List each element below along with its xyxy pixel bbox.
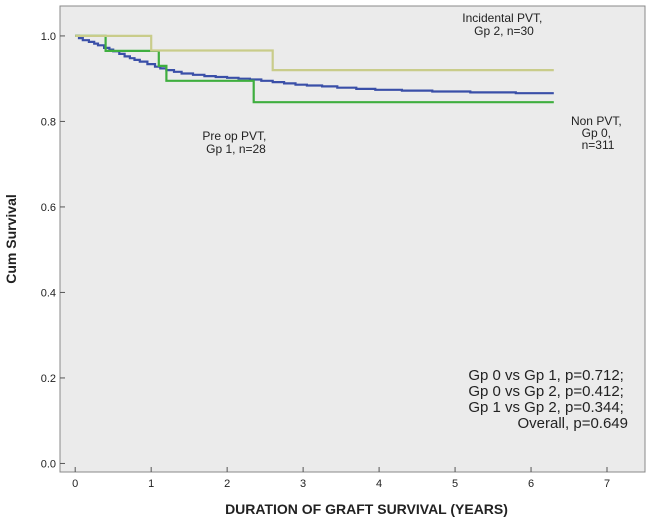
annotation-gp0-line2: Gp 0, (582, 126, 611, 140)
y-tick-label: 1.0 (41, 31, 56, 43)
x-tick-label: 6 (528, 478, 534, 490)
x-axis-title: DURATION OF GRAFT SURVIVAL (YEARS) (225, 501, 508, 517)
y-tick-label: 0.8 (41, 116, 56, 128)
annotation-gp0-line3: n=311 (582, 138, 615, 152)
stats-line-1: Gp 0 vs Gp 1, p=0.712; (468, 367, 624, 384)
y-tick-label: 0.6 (41, 202, 56, 214)
y-tick-label: 0.2 (41, 373, 56, 385)
stats-line-3: Gp 1 vs Gp 2, p=0.344; (468, 399, 624, 416)
annotation-gp1: Pre op PVT, Gp 1, n=28 (202, 129, 269, 156)
annotation-gp1-line1: Pre op PVT, (202, 129, 266, 143)
survival-curve-gp-1 (75, 34, 554, 104)
x-tick-label: 3 (300, 478, 306, 490)
stats-line-4: Overall, p=0.649 (518, 415, 629, 432)
x-tick-label: 7 (604, 478, 610, 490)
annotation-gp2-line2: Gp 2, n=30 (474, 24, 534, 38)
x-tick-label: 1 (148, 478, 154, 490)
y-axis-title: Cum Survival (3, 194, 19, 283)
plot-area (59, 5, 646, 473)
stats-annotation: Gp 0 vs Gp 1, p=0.712; Gp 0 vs Gp 2, p=0… (468, 367, 628, 432)
annotation-gp0-line1: Non PVT, (571, 114, 622, 128)
x-tick-label: 5 (452, 478, 458, 490)
survival-curve-gp-2 (75, 34, 554, 72)
survival-curve-gp-0 (75, 34, 554, 95)
annotation-gp2-line1: Incidental PVT, (462, 11, 542, 25)
x-tick-label: 2 (224, 478, 230, 490)
x-tick-label: 4 (376, 478, 382, 490)
annotation-gp0: Non PVT, Gp 0, n=311 (571, 114, 625, 152)
y-tick-label: 0.4 (41, 287, 56, 299)
y-tick-label: 0.0 (41, 458, 56, 470)
annotation-gp1-line2: Gp 1, n=28 (206, 142, 266, 156)
annotation-gp2: Incidental PVT, Gp 2, n=30 (462, 11, 545, 38)
x-tick-label: 0 (72, 478, 78, 490)
stats-line-2: Gp 0 vs Gp 2, p=0.412; (468, 383, 624, 400)
